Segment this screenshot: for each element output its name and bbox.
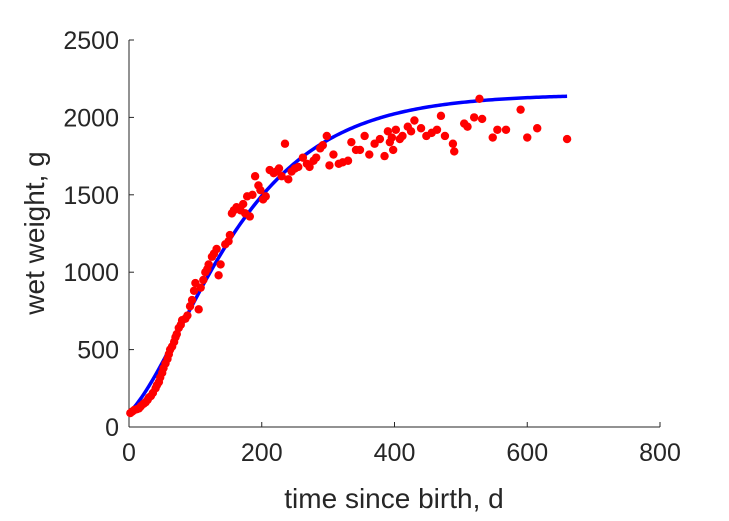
data-point: [225, 230, 235, 240]
data-point: [383, 127, 393, 136]
data-point: [280, 139, 290, 148]
data-point: [533, 124, 542, 133]
data-point: [256, 185, 265, 195]
data-point: [199, 275, 208, 285]
axes: 0 200 400 600 800 0 500 1000 1500 2000 2500: [63, 27, 680, 467]
data-point: [311, 153, 321, 162]
data-point: [245, 212, 254, 221]
data-point: [360, 131, 369, 141]
data-point: [440, 131, 450, 141]
data-point: [448, 139, 458, 148]
data-point: [277, 172, 286, 181]
data-point: [298, 153, 308, 162]
data-point: [375, 134, 385, 144]
data-point: [432, 125, 442, 134]
data-point: [493, 125, 502, 134]
data-point: [436, 111, 446, 121]
data-point: [410, 116, 419, 125]
y-axis-label: wet weight, g: [19, 151, 50, 315]
y-tick-label: 2000: [63, 104, 119, 132]
y-tick-label: 1500: [63, 182, 119, 210]
data-point: [469, 113, 479, 122]
data-point: [250, 172, 260, 181]
data-point: [318, 141, 328, 150]
data-point: [322, 131, 331, 141]
data-point: [365, 150, 374, 159]
data-point: [347, 137, 356, 147]
data-point: [475, 94, 484, 104]
data-point: [248, 190, 257, 199]
data-point: [398, 131, 407, 141]
data-point: [194, 305, 203, 314]
data-point: [343, 156, 353, 165]
data-point: [216, 260, 225, 269]
data-point: [261, 192, 270, 201]
data-point: [274, 164, 284, 173]
data-point: [355, 145, 365, 155]
data-points-layer: [126, 94, 572, 418]
y-tick-label: 2500: [63, 27, 119, 55]
data-point: [516, 105, 525, 114]
data-point: [488, 133, 497, 142]
data-point: [380, 151, 389, 161]
data-point: [187, 295, 197, 305]
data-point: [294, 162, 303, 172]
data-point: [523, 133, 532, 142]
data-point: [416, 124, 426, 133]
y-tick-label: 500: [77, 337, 119, 365]
x-tick-label: 800: [639, 439, 681, 467]
data-point: [305, 162, 314, 172]
x-tick-label: 600: [506, 439, 548, 467]
data-point: [562, 134, 572, 144]
data-point: [477, 114, 487, 124]
y-tick-label: 1000: [63, 259, 119, 287]
x-axis-label: time since birth, d: [284, 483, 503, 514]
data-point: [238, 199, 248, 209]
data-point: [391, 125, 401, 134]
data-point: [463, 122, 472, 131]
data-point: [406, 127, 416, 136]
data-point: [183, 311, 192, 320]
data-point: [387, 133, 397, 142]
data-point: [388, 145, 398, 155]
data-point: [325, 161, 334, 170]
data-point: [450, 147, 459, 156]
y-tick-label: 0: [105, 414, 119, 442]
x-tick-label: 400: [374, 439, 416, 467]
data-point: [501, 125, 511, 134]
data-point: [204, 260, 213, 269]
data-point: [329, 150, 338, 159]
data-point: [196, 283, 205, 292]
data-point: [284, 175, 293, 184]
x-tick-label: 0: [122, 439, 136, 467]
data-point: [214, 271, 223, 280]
data-point: [189, 286, 199, 295]
x-tick-label: 200: [241, 439, 283, 467]
data-point: [212, 244, 221, 254]
